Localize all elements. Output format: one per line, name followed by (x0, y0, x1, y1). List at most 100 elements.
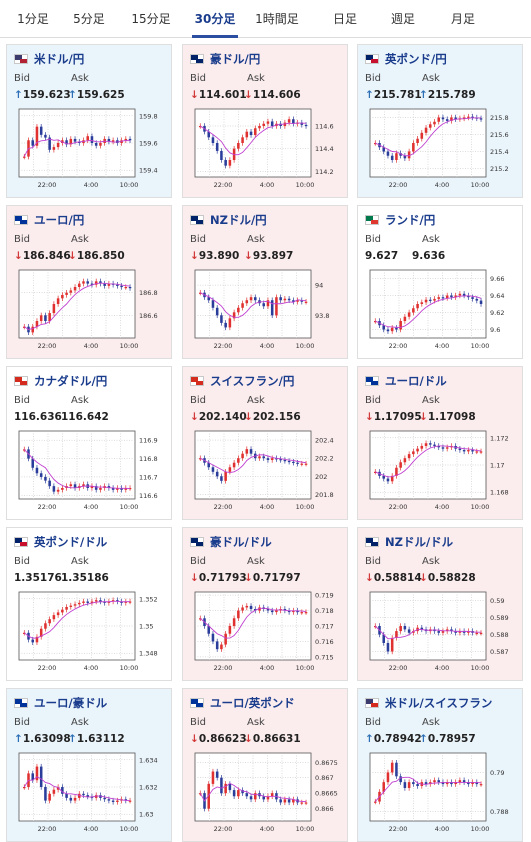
currency-pair-name[interactable]: ユーロ/英ポンド (210, 696, 295, 710)
mini-candlestick-chart[interactable]: 94 93.8 22:00 4:00 10:00 (189, 268, 343, 354)
x-tick-label: 4:00 (84, 503, 99, 511)
card-header[interactable]: カナダドル/円 (14, 373, 107, 389)
tab-6[interactable]: 週足 (390, 12, 415, 26)
country-flag-icon (190, 376, 204, 386)
currency-pair-name[interactable]: ユーロ/円 (34, 213, 85, 227)
candle-body (395, 153, 398, 160)
card-header[interactable]: 米ドル/スイスフラン (365, 695, 492, 711)
candle-body (69, 484, 73, 487)
currency-pair-name[interactable]: 英ポンド/円 (385, 52, 447, 66)
card-header[interactable]: 豪ドル/ドル (190, 534, 272, 550)
card-header[interactable]: ユーロ/英ポンド (190, 695, 295, 711)
candle-body (433, 444, 436, 446)
currency-pair-name[interactable]: スイスフラン/円 (210, 374, 295, 388)
y-tick-label: 0.717 (315, 623, 334, 631)
x-tick-label: 10:00 (120, 342, 139, 350)
y-tick-label: 1.17 (490, 462, 504, 470)
currency-pair-name[interactable]: NZドル/ドル (385, 535, 454, 549)
card-header[interactable]: 豪ドル/円 (190, 51, 260, 67)
x-tick-label: 22:00 (389, 825, 408, 833)
mini-candlestick-chart[interactable]: 186.8 186.6 22:00 4:00 10:00 (13, 268, 167, 354)
card-header[interactable]: ランド/円 (365, 212, 435, 228)
candle-body (287, 610, 291, 613)
currency-pair-name[interactable]: NZドル/円 (210, 213, 267, 227)
currency-card[interactable]: 米ドル/円 Bid Ask ↑159.623 ↑159.625 159.8 159… (6, 44, 172, 198)
tab-2[interactable]: 15分足 (131, 12, 171, 26)
card-header[interactable]: 英ポンド/円 (365, 51, 447, 67)
candle-body (103, 797, 106, 800)
currency-pair-name[interactable]: 米ドル/スイスフラン (385, 696, 493, 710)
mini-candlestick-chart[interactable]: 159.8 159.6 159.4 22:00 4:00 10:00 (13, 107, 167, 193)
currency-pair-name[interactable]: 豪ドル/ドル (210, 535, 272, 549)
candle-body (111, 140, 115, 142)
card-header[interactable]: スイスフラン/円 (190, 373, 294, 389)
card-header[interactable]: NZドル/円 (190, 212, 267, 228)
currency-card[interactable]: ユーロ/英ポンド Bid Ask ↓0.86623 ↓0.86631 0.867… (182, 688, 348, 842)
country-flag-icon (190, 537, 204, 547)
moving-average-line (199, 607, 307, 639)
currency-card[interactable]: スイスフラン/円 Bid Ask ↓202.140 ↓202.156 202.4… (182, 366, 348, 520)
tab-5[interactable]: 日足 (332, 12, 357, 26)
card-header[interactable]: ユーロ/ドル (365, 373, 447, 389)
currency-card[interactable]: 米ドル/スイスフラン Bid Ask ↑0.78942 ↑0.78957 0.7… (357, 688, 523, 842)
currency-card[interactable]: NZドル/ドル Bid Ask ↓0.58814 ↓0.58828 0.59 0.… (357, 527, 523, 681)
currency-card[interactable]: カナダドル/円 Bid Ask 116.636 116.642 116.9 116… (6, 366, 172, 520)
mini-candlestick-chart[interactable]: 0.719 0.718 0.717 0.716 0.715 22:00 4:00 10:00 (189, 590, 343, 676)
candle-body (254, 609, 257, 611)
trend-arrow-icon: ↓ (419, 572, 428, 584)
mini-candlestick-chart[interactable]: 0.79 0.788 22:00 4:00 10:00 (364, 751, 518, 837)
candle-body (445, 447, 449, 449)
card-header[interactable]: ユーロ/豪ドル (14, 695, 107, 711)
x-tick-label: 10:00 (296, 342, 315, 350)
candle-body (479, 632, 483, 634)
mini-candlestick-chart[interactable]: 114.6 114.4 114.2 22:00 4:00 10:00 (189, 107, 343, 193)
card-header[interactable]: ユーロ/円 (14, 212, 84, 228)
bid-value: ↑1.63098 (14, 733, 71, 745)
tab-4[interactable]: 1時間足 (255, 12, 299, 26)
currency-pair-name[interactable]: ユーロ/豪ドル (34, 696, 108, 710)
candle-body (262, 303, 265, 307)
card-header[interactable]: 英ポンド/ドル (14, 534, 107, 550)
currency-card[interactable]: 英ポンド/円 Bid Ask ↑215.781 ↑215.789 215.8 21… (357, 44, 523, 198)
currency-card[interactable]: ユーロ/ドル Bid Ask ↓1.17095 ↓1.17098 1.172 1.… (357, 366, 523, 520)
currency-card[interactable]: 英ポンド/ドル Bid Ask 1.35176 1.35186 1.352 1.3… (6, 527, 172, 681)
candle-body (249, 131, 253, 136)
y-tick-label: 116.9 (139, 437, 158, 445)
mini-candlestick-chart[interactable]: 0.8675 0.867 0.8665 0.866 22:00 4:00 10:00 (189, 751, 343, 837)
currency-card[interactable]: 豪ドル/円 Bid Ask ↓114.601 ↓114.606 114.6 114… (182, 44, 348, 198)
mini-candlestick-chart[interactable]: 0.59 0.589 0.588 0.587 22:00 4:00 10:00 (364, 590, 518, 676)
candle-body (475, 451, 479, 453)
mini-candlestick-chart[interactable]: 215.8 215.6 215.4 215.2 22:00 4:00 10:00 (364, 107, 518, 193)
currency-pair-name[interactable]: 英ポンド/ドル (34, 535, 108, 549)
x-tick-label: 22:00 (214, 342, 233, 350)
currency-pair-name[interactable]: 米ドル/円 (34, 52, 85, 66)
mini-candlestick-chart[interactable]: 9.66 9.64 9.62 9.6 22:00 4:00 10:00 (364, 268, 518, 354)
mini-candlestick-chart[interactable]: 1.172 1.17 1.168 22:00 4:00 10:00 (364, 429, 518, 515)
currency-pair-name[interactable]: カナダドル/円 (34, 374, 108, 388)
currency-pair-name[interactable]: 豪ドル/円 (210, 52, 261, 66)
mini-candlestick-chart[interactable]: 1.352 1.35 1.348 22:00 4:00 10:00 (13, 590, 167, 676)
ask-value: ↓202.156 (244, 411, 301, 423)
currency-pair-name[interactable]: ランド/円 (385, 213, 436, 227)
currency-card[interactable]: NZドル/円 Bid Ask ↓93.890 ↓93.897 94 93.8 22:… (182, 205, 348, 359)
candle-body (374, 471, 377, 473)
currency-card[interactable]: ユーロ/豪ドル Bid Ask ↑1.63098 ↑1.63112 1.634 1… (6, 688, 172, 842)
x-tick-label: 10:00 (471, 181, 490, 189)
tab-7[interactable]: 月足 (450, 12, 475, 26)
candle-body (56, 612, 60, 616)
mini-candlestick-chart[interactable]: 116.9 116.8 116.7 116.6 22:00 4:00 10:00 (13, 429, 167, 515)
currency-card[interactable]: 豪ドル/ドル Bid Ask ↓0.71793 ↓0.71797 0.719 0.… (182, 527, 348, 681)
currency-card[interactable]: ランド/円 Bid Ask 9.627 9.636 9.66 9.64 9.62 9.… (357, 205, 523, 359)
candle-body (128, 800, 132, 802)
mini-candlestick-chart[interactable]: 202.4 202.2 202 201.8 22:00 4:00 10:00 (189, 429, 343, 515)
tab-1[interactable]: 5分足 (73, 12, 105, 26)
card-header[interactable]: 米ドル/円 (14, 51, 84, 67)
currency-pair-name[interactable]: ユーロ/ドル (385, 374, 447, 388)
candle-body (296, 462, 299, 464)
candle-body (424, 299, 428, 303)
card-header[interactable]: NZドル/ドル (365, 534, 453, 550)
tab-0[interactable]: 1分足 (17, 12, 49, 26)
currency-card[interactable]: ユーロ/円 Bid Ask ↓186.846 ↓186.850 186.8 186… (6, 205, 172, 359)
mini-candlestick-chart[interactable]: 1.634 1.632 1.63 22:00 4:00 10:00 (13, 751, 167, 837)
tab-3[interactable]: 30分足 (186, 0, 244, 38)
